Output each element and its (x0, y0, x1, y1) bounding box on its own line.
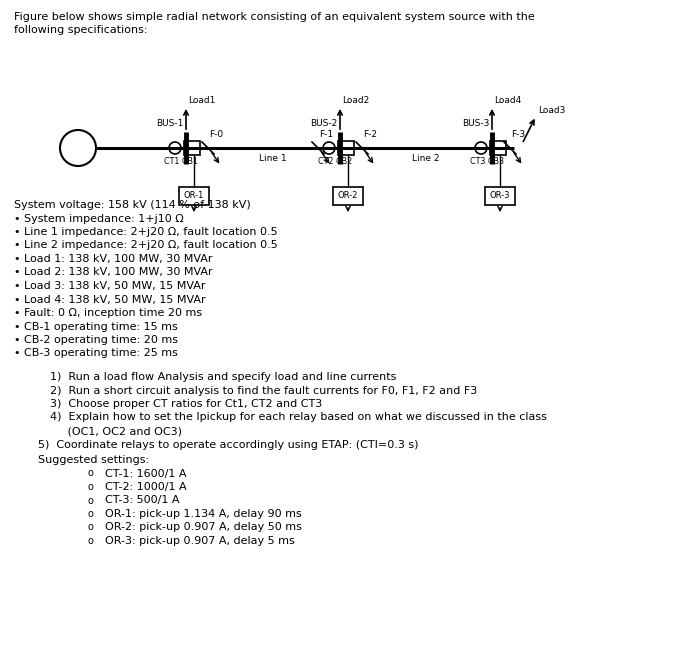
Text: • Load 1: 138 kV, 100 MW, 30 MVAr: • Load 1: 138 kV, 100 MW, 30 MVAr (14, 254, 213, 264)
Text: (OC1, OC2 and OC3): (OC1, OC2 and OC3) (50, 426, 182, 436)
Circle shape (169, 142, 181, 154)
Text: Line 2: Line 2 (412, 154, 440, 163)
Text: o: o (88, 536, 94, 546)
Text: o: o (88, 495, 94, 506)
Text: following specifications:: following specifications: (14, 25, 148, 35)
Text: OR-2: OR-2 (338, 192, 358, 200)
Text: • Load 4: 138 kV, 50 MW, 15 MVAr: • Load 4: 138 kV, 50 MW, 15 MVAr (14, 294, 206, 304)
Text: o: o (88, 509, 94, 519)
Text: F-0: F-0 (209, 130, 223, 139)
Text: • Load 2: 138 kV, 100 MW, 30 MVAr: • Load 2: 138 kV, 100 MW, 30 MVAr (14, 268, 213, 278)
Text: 1)  Run a load flow Analysis and specify load and line currents: 1) Run a load flow Analysis and specify … (50, 372, 396, 382)
Text: OR-1: pick-up 1.134 A, delay 90 ms: OR-1: pick-up 1.134 A, delay 90 ms (105, 509, 302, 519)
Text: CT1 CB1: CT1 CB1 (164, 157, 198, 166)
Circle shape (60, 130, 96, 166)
Text: System voltage: 158 kV (114 % of 138 kV): System voltage: 158 kV (114 % of 138 kV) (14, 200, 251, 210)
Text: CT-1: 1600/1 A: CT-1: 1600/1 A (105, 469, 186, 478)
Text: OR-3: OR-3 (490, 192, 510, 200)
Text: OR-1: OR-1 (184, 192, 204, 200)
Text: Load3: Load3 (538, 106, 566, 115)
Text: 3)  Choose proper CT ratios for Ct1, CT2 and CT3: 3) Choose proper CT ratios for Ct1, CT2 … (50, 399, 322, 409)
Text: F-3: F-3 (511, 130, 525, 139)
Text: • Line 1 impedance: 2+j20 Ω, fault location 0.5: • Line 1 impedance: 2+j20 Ω, fault locat… (14, 227, 278, 237)
Text: o: o (88, 469, 94, 478)
Text: CT-2: 1000/1 A: CT-2: 1000/1 A (105, 482, 187, 492)
Bar (184, 141, 200, 155)
Text: 5)  Coordinate relays to operate accordingly using ETAP: (CTI=0.3 s): 5) Coordinate relays to operate accordin… (38, 439, 419, 450)
Text: OR-3: pick-up 0.907 A, delay 5 ms: OR-3: pick-up 0.907 A, delay 5 ms (105, 536, 295, 546)
Text: F-1: F-1 (319, 130, 333, 139)
Text: Suggested settings:: Suggested settings: (38, 455, 149, 465)
Text: o: o (88, 523, 94, 532)
Text: OR-2: pick-up 0.907 A, delay 50 ms: OR-2: pick-up 0.907 A, delay 50 ms (105, 523, 302, 532)
Text: • CB-1 operating time: 15 ms: • CB-1 operating time: 15 ms (14, 322, 178, 332)
Text: BUS-1: BUS-1 (156, 119, 183, 128)
Text: • System impedance: 1+j10 Ω: • System impedance: 1+j10 Ω (14, 213, 183, 224)
Text: Line 1: Line 1 (259, 154, 287, 163)
Bar (490, 141, 506, 155)
Bar (333, 187, 363, 205)
Text: BUS-2: BUS-2 (310, 119, 337, 128)
Circle shape (475, 142, 487, 154)
Text: • Line 2 impedance: 2+j20 Ω, fault location 0.5: • Line 2 impedance: 2+j20 Ω, fault locat… (14, 240, 278, 250)
Text: • CB-2 operating time: 20 ms: • CB-2 operating time: 20 ms (14, 335, 178, 345)
Text: CT3 CB3: CT3 CB3 (470, 157, 504, 166)
Bar (179, 187, 209, 205)
Text: BUS-3: BUS-3 (462, 119, 489, 128)
Text: Load1: Load1 (188, 96, 216, 105)
Text: 2)  Run a short circuit analysis to find the fault currents for F0, F1, F2 and F: 2) Run a short circuit analysis to find … (50, 385, 477, 395)
Text: • Load 3: 138 kV, 50 MW, 15 MVAr: • Load 3: 138 kV, 50 MW, 15 MVAr (14, 281, 206, 291)
Text: CT2 CB2: CT2 CB2 (318, 157, 352, 166)
Text: Load4: Load4 (494, 96, 522, 105)
Bar (338, 141, 354, 155)
Text: 4)  Explain how to set the Ipickup for each relay based on what we discussed in : 4) Explain how to set the Ipickup for ea… (50, 413, 547, 422)
Text: Load2: Load2 (342, 96, 370, 105)
Text: F-2: F-2 (363, 130, 377, 139)
Text: CT-3: 500/1 A: CT-3: 500/1 A (105, 495, 179, 506)
Bar (485, 187, 515, 205)
Circle shape (323, 142, 335, 154)
Text: Figure below shows simple radial network consisting of an equivalent system sour: Figure below shows simple radial network… (14, 12, 535, 22)
Text: o: o (88, 482, 94, 492)
Text: • CB-3 operating time: 25 ms: • CB-3 operating time: 25 ms (14, 348, 178, 359)
Text: • Fault: 0 Ω, inception time 20 ms: • Fault: 0 Ω, inception time 20 ms (14, 308, 202, 318)
